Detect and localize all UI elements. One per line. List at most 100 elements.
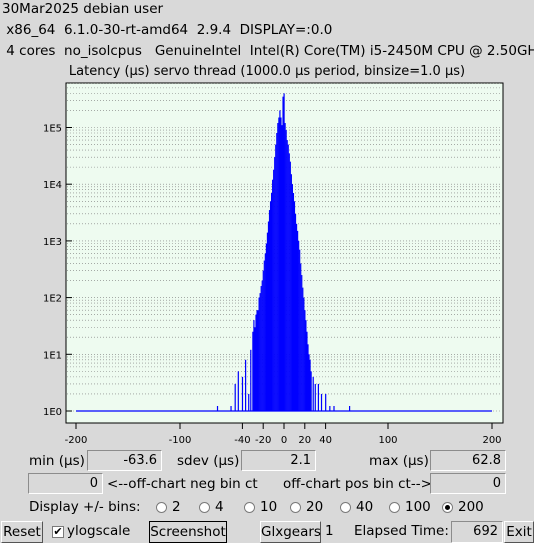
bins-radio-label-40: 40 [356,499,374,515]
histogram-bar [274,157,276,411]
histogram-bar [302,287,304,411]
bins-radio-label-4: 4 [215,499,224,515]
max-label: max (µs) [369,453,429,469]
histogram-bar [265,243,267,411]
histogram-bar [303,297,305,411]
neg-bin-count-label: <--off-chart neg bin ct [107,476,258,492]
histogram-bar [286,140,288,411]
bins-radio-2[interactable] [156,502,167,513]
histogram-bar [300,263,302,411]
x-tick-label: 0 [281,435,287,446]
histogram-bar [216,406,219,411]
y-tick-label: 1E4 [43,180,62,191]
histogram-bar [304,310,306,411]
histogram-bar [253,320,255,411]
neg-bin-count-field: 0 [28,473,103,494]
histogram-bar [278,117,280,411]
header-date-user: 30Mar2025 debian user [2,1,164,17]
histogram-bar [245,359,247,411]
histogram-bar [291,184,293,411]
histogram-bar [312,376,314,411]
y-tick-label: 1E3 [43,237,62,248]
y-tick-label: 1E0 [43,407,62,418]
histogram-bar [237,371,239,411]
histogram-bar [264,253,266,411]
histogram-bar [257,310,259,411]
bins-radio-label-100: 100 [405,499,431,515]
histogram-bar [255,314,257,411]
histogram-bar [273,169,275,411]
histogram-bar [256,310,258,411]
histogram-bar [252,331,254,411]
pos-bin-count-label: off-chart pos bin ct--> [283,476,432,492]
screenshot-button[interactable]: Screenshot [149,521,227,543]
histogram-bar [282,96,284,412]
min-value-field: -63.6 [87,450,162,471]
x-tick-label: 40 [319,435,332,446]
histogram-bar [241,376,244,411]
histogram-bar [305,320,307,411]
histogram-bar [262,270,264,411]
bins-radio-label-10: 10 [260,499,278,515]
histogram-bar [306,331,308,411]
x-tick-label: 100 [378,435,397,446]
pos-bin-count-field: 0 [430,473,506,494]
histogram-bar [276,132,278,411]
header-cpu-info: 4 cores no_isolcpus GenuineIntel Intel(R… [2,43,534,59]
histogram-bar [295,223,298,411]
bins-radio-200[interactable] [442,502,453,513]
histogram-bar [283,93,285,412]
histogram-bar [271,192,273,411]
histogram-bar [275,144,277,411]
histogram-bar [259,293,261,411]
histogram-bar [277,123,279,411]
reset-button[interactable]: Reset [1,521,43,543]
histogram-bar [285,130,287,411]
histogram-bar [309,359,311,411]
bins-radio-4[interactable] [199,502,210,513]
histogram-bar [234,383,236,411]
plot-title: Latency (µs) servo thread (1000.0 µs per… [68,64,466,79]
x-tick-label: -20 [255,435,271,446]
histogram-bar [329,406,331,411]
histogram-bar [333,406,335,411]
bins-radio-40[interactable] [340,502,351,513]
sdev-value-field: 2.1 [241,450,316,471]
y-tick-label: 1E2 [43,294,62,305]
histogram-bar [349,406,351,411]
histogram-bar [298,240,300,411]
histogram-bar [310,371,312,411]
ylogscale-checkbox[interactable]: ✔ [52,526,64,538]
histogram-bar [293,201,296,411]
bins-radio-20[interactable] [290,502,301,513]
x-tick-label: 200 [482,435,501,446]
min-label: min (µs) [29,453,85,469]
histogram-bar [248,393,250,411]
histogram-bar [281,125,283,412]
histogram-bar [301,275,303,411]
elapsed-time-label: Elapsed Time: [354,523,449,539]
histogram-bar [267,221,270,411]
y-tick-label: 1E1 [43,350,62,361]
histogram-bar [325,393,327,411]
glxgears-button[interactable]: Glxgears [260,521,321,543]
histogram-bar [269,201,272,411]
bins-radio-10[interactable] [244,502,255,513]
histogram-bar [294,213,297,411]
histogram-bar [280,117,282,411]
histogram-bar [230,406,232,411]
histogram-bar [263,260,265,411]
histogram-bar [289,161,291,411]
exit-button[interactable]: Exit [504,521,534,543]
bins-radio-label-20: 20 [306,499,324,515]
histogram-bar [266,232,269,411]
histogram-bar [254,327,256,411]
elapsed-time-field: 692 [451,521,503,543]
histogram-bar [292,192,295,411]
histogram-bar [320,393,323,411]
histogram-bar [314,383,316,411]
ylogscale-label: ylogscale [67,523,131,539]
histogram-bar [258,297,260,411]
bins-radio-100[interactable] [389,502,400,513]
